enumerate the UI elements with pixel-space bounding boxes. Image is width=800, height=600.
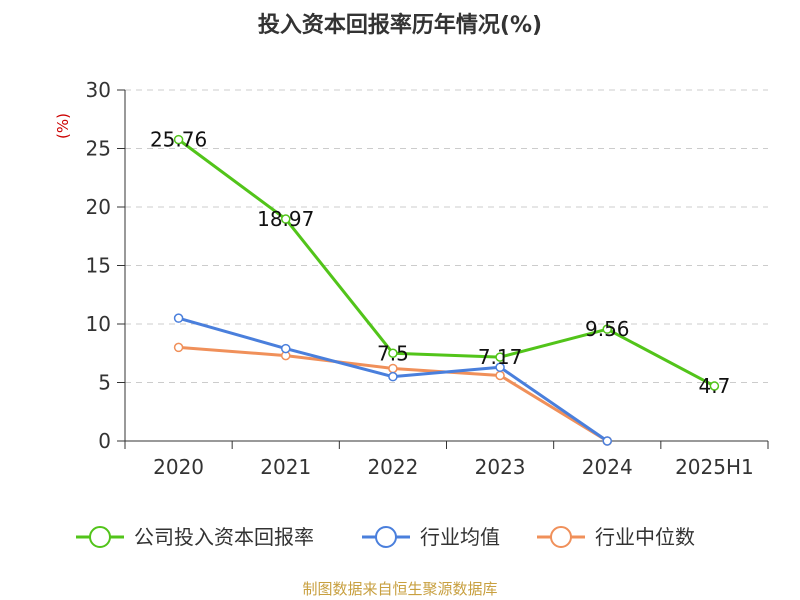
source-note: 制图数据来自恒生聚源数据库	[302, 580, 497, 598]
legend-label: 行业中位数	[595, 525, 695, 549]
y-tick-label: 20	[86, 195, 111, 219]
data-point	[173, 313, 184, 323]
data-labels: 25.76 18.97 7.5 7.17 9.56 4.7	[150, 128, 730, 398]
data-label: 25.76	[150, 128, 207, 152]
x-tick-label: 2022	[367, 455, 418, 479]
data-label: 7.5	[377, 341, 409, 365]
data-label: 4.7	[699, 374, 731, 398]
y-tick-label: 30	[86, 78, 111, 102]
y-tick-label: 10	[86, 312, 111, 336]
data-point	[388, 371, 398, 382]
data-label: 18.97	[257, 207, 314, 231]
y-tick-label: 15	[86, 254, 111, 278]
x-tick-label: 2024	[582, 455, 633, 479]
y-tick-label: 5	[98, 371, 111, 395]
x-tick-label: 2025H1	[675, 455, 754, 479]
x-tick-label: 2020	[153, 455, 204, 479]
legend-label: 行业均值	[420, 525, 500, 549]
data-point	[495, 362, 505, 373]
data-point	[388, 348, 398, 358]
y-tick-label: 25	[86, 137, 111, 161]
data-point	[602, 436, 612, 446]
x-tick-label: 2021	[260, 455, 311, 479]
grid	[125, 89, 768, 383]
legend: 公司投入资本回报率 行业均值 行业中位数	[76, 525, 695, 549]
data-point	[602, 324, 612, 334]
data-point	[173, 134, 184, 145]
chart-title: 投入资本回报率历年情况(%)	[258, 12, 542, 38]
data-point	[173, 342, 184, 353]
data-point	[388, 363, 398, 374]
data-point	[495, 352, 505, 362]
data-point	[281, 214, 291, 224]
x-tick-label: 2023	[475, 455, 526, 479]
data-point	[281, 343, 291, 354]
y-tick-label: 0	[98, 429, 111, 453]
legend-marker	[375, 526, 397, 548]
axes: 0 5 10 15 20 25 30 2020 2021 2022 2023 2024 2025H1	[86, 78, 769, 479]
legend-marker	[550, 526, 572, 548]
y-axis-label: (%)	[54, 113, 72, 139]
legend-marker	[89, 526, 111, 548]
series	[173, 134, 720, 446]
data-point	[495, 370, 505, 381]
data-label: 7.17	[478, 345, 523, 369]
data-point	[709, 381, 720, 391]
legend-label: 公司投入资本回报率	[134, 525, 314, 549]
series-line	[177, 138, 716, 388]
data-label: 9.56	[585, 317, 630, 341]
